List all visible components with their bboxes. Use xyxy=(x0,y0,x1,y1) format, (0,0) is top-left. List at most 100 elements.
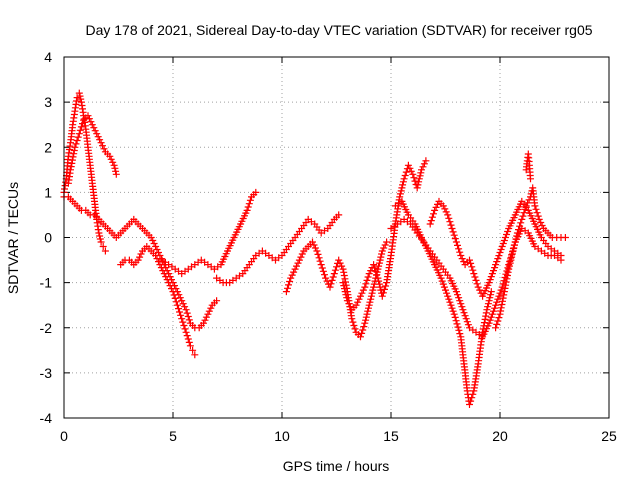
data-point xyxy=(404,161,412,169)
data-point xyxy=(342,291,350,299)
data-point xyxy=(442,208,450,216)
data-point xyxy=(358,289,366,297)
data-point xyxy=(426,220,434,228)
data-point xyxy=(521,205,529,213)
data-point xyxy=(184,335,192,343)
data-point xyxy=(396,193,404,201)
data-point xyxy=(488,270,496,278)
x-tick-label: 0 xyxy=(60,428,68,444)
data-point xyxy=(378,250,386,258)
data-point xyxy=(467,259,475,267)
data-point xyxy=(449,307,457,315)
data-point xyxy=(70,150,78,158)
data-point xyxy=(375,280,383,288)
data-point xyxy=(137,250,145,258)
data-point xyxy=(513,229,521,237)
data-point xyxy=(510,244,518,252)
data-point xyxy=(346,303,354,311)
data-point xyxy=(445,295,453,303)
data-point xyxy=(106,152,114,160)
data-point xyxy=(182,328,190,336)
data-point xyxy=(430,210,437,218)
data-point xyxy=(79,120,86,128)
data-point xyxy=(460,258,468,266)
data-point xyxy=(287,274,295,282)
data-point xyxy=(561,234,569,241)
data-point xyxy=(480,319,488,327)
data-point xyxy=(180,322,188,329)
data-point xyxy=(156,261,164,269)
data-point xyxy=(314,250,322,258)
data-point xyxy=(504,228,512,235)
data-point xyxy=(366,298,374,306)
data-point xyxy=(364,307,372,315)
data-point xyxy=(418,166,425,174)
x-tick-labels: 0 5 10 15 20 25 xyxy=(60,428,617,444)
data-point xyxy=(459,306,467,314)
data-point xyxy=(357,333,364,341)
data-point xyxy=(485,297,493,305)
data-point xyxy=(458,303,466,311)
data-point xyxy=(512,235,520,243)
data-point xyxy=(486,276,494,284)
data-point xyxy=(363,310,371,318)
data-point xyxy=(468,263,476,271)
data-point xyxy=(97,238,105,246)
data-point xyxy=(473,280,481,288)
data-point xyxy=(410,174,418,182)
data-point xyxy=(178,315,186,323)
data-point xyxy=(378,292,386,300)
data-point xyxy=(516,222,524,230)
x-tick-label: 15 xyxy=(383,428,399,444)
data-point xyxy=(362,313,370,321)
data-point xyxy=(364,273,372,281)
data-point xyxy=(316,257,324,265)
data-point xyxy=(381,241,389,249)
data-point xyxy=(200,319,207,327)
data-point xyxy=(452,288,460,296)
data-point xyxy=(333,263,340,271)
data-point xyxy=(496,289,504,297)
data-point xyxy=(99,243,107,250)
data-point xyxy=(69,121,77,129)
data-point xyxy=(402,168,410,176)
data-point xyxy=(159,267,167,275)
data-point xyxy=(446,298,454,306)
data-point xyxy=(367,295,375,303)
data-point xyxy=(207,304,215,312)
data-point xyxy=(291,265,299,273)
data-point xyxy=(365,304,372,312)
data-point xyxy=(420,160,428,168)
x-tick-label: 10 xyxy=(274,428,290,444)
data-point xyxy=(179,300,187,308)
data-point xyxy=(406,164,414,172)
data-point xyxy=(458,255,466,263)
data-point xyxy=(244,203,252,211)
data-point xyxy=(419,163,427,171)
data-point xyxy=(339,279,347,287)
data-point xyxy=(441,205,449,213)
data-point xyxy=(160,270,168,278)
data-point xyxy=(175,305,182,313)
data-point xyxy=(365,270,373,278)
data-point xyxy=(532,205,540,213)
data-point xyxy=(336,259,344,267)
data-point xyxy=(375,262,383,270)
data-point xyxy=(367,267,375,275)
data-point xyxy=(508,250,516,258)
data-point xyxy=(439,202,447,210)
data-point xyxy=(448,225,456,232)
data-point xyxy=(398,184,406,192)
data-point xyxy=(76,92,84,100)
data-point xyxy=(422,157,430,165)
data-point xyxy=(321,271,328,279)
data-point xyxy=(446,218,454,226)
data-point xyxy=(205,307,213,315)
data-point xyxy=(107,155,115,163)
data-point xyxy=(335,256,343,264)
data-point xyxy=(318,264,326,272)
data-point xyxy=(365,301,373,309)
data-point xyxy=(341,288,349,296)
data-point xyxy=(152,243,160,250)
data-point xyxy=(213,297,221,305)
